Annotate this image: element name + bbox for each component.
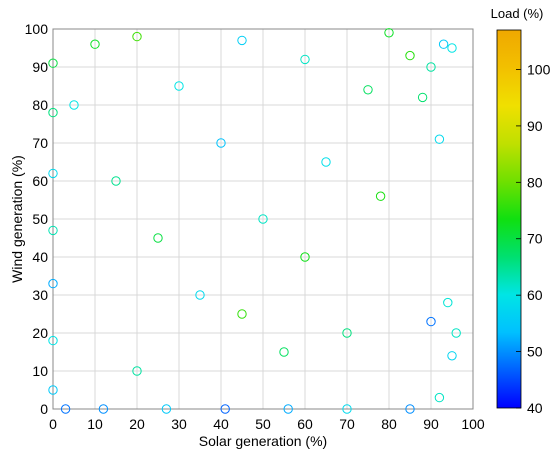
colorbar-tick-label: 90 xyxy=(527,118,543,134)
x-tick-label: 80 xyxy=(381,416,397,432)
scatter-point xyxy=(60,404,71,414)
colorbar-tick-label: 80 xyxy=(527,174,543,190)
y-tick-label: 80 xyxy=(32,97,48,113)
scatter-point xyxy=(48,168,58,179)
scatter-point xyxy=(405,404,415,414)
scatter-point xyxy=(90,39,100,49)
scatter-point xyxy=(321,157,331,167)
colorbar-title: Load (%) xyxy=(491,6,544,21)
scatter-point xyxy=(258,214,268,224)
scatter-point xyxy=(405,50,415,61)
scatter-point xyxy=(447,351,457,361)
colorbar-tick-label: 50 xyxy=(527,344,543,360)
colorbar-tick-label: 70 xyxy=(527,231,543,247)
scatter-point xyxy=(279,347,289,357)
scatter-point xyxy=(48,335,58,346)
y-tick-label: 20 xyxy=(32,325,48,341)
x-tick-label: 90 xyxy=(423,416,439,432)
scatter-point xyxy=(48,107,58,118)
y-tick-label: 90 xyxy=(32,59,48,75)
scatter-point xyxy=(451,328,461,338)
y-tick-label: 50 xyxy=(32,211,48,227)
scatter-point xyxy=(132,366,142,376)
scatter-point xyxy=(111,176,121,186)
y-tick-label: 100 xyxy=(25,21,49,37)
scatter-point xyxy=(237,309,247,319)
x-tick-label: 40 xyxy=(213,416,229,432)
colorbar-ramp xyxy=(496,29,522,409)
scatter-point xyxy=(48,385,58,395)
x-axis-title: Solar generation (%) xyxy=(199,433,327,449)
scatter-point xyxy=(426,62,436,72)
scatter-point xyxy=(443,297,453,308)
scatter-point xyxy=(237,35,247,46)
y-axis-title: Wind generation (%) xyxy=(9,155,25,283)
y-tick-label: 70 xyxy=(32,135,48,151)
scatter-point xyxy=(434,134,445,144)
y-tick-label: 30 xyxy=(32,287,48,303)
scatter-point xyxy=(426,316,436,327)
scatter-point xyxy=(216,138,226,148)
colorbar-tick-label: 40 xyxy=(527,400,543,416)
x-tick-label: 20 xyxy=(129,416,145,432)
x-tick-label: 30 xyxy=(171,416,187,432)
scatter-point xyxy=(375,191,386,201)
x-axis-ticks: 0 10 20 30 40 50 60 70 80 90 100 xyxy=(49,416,485,432)
x-tick-label: 70 xyxy=(339,416,355,432)
scatter-point xyxy=(48,225,58,236)
plot-frame xyxy=(52,28,474,410)
scatter-point xyxy=(384,28,394,38)
x-tick-label: 10 xyxy=(87,416,103,432)
scatter-point xyxy=(342,328,352,338)
grid xyxy=(53,29,473,409)
scatter-point xyxy=(417,92,428,103)
scatter-point xyxy=(48,278,58,289)
scatter-point xyxy=(195,290,205,300)
colorbar-tick-label: 100 xyxy=(527,61,550,77)
scatter-point xyxy=(161,404,172,414)
scatter-point xyxy=(363,85,373,95)
scatter-point xyxy=(220,404,230,414)
scatter-point xyxy=(447,43,457,53)
y-tick-label: 60 xyxy=(32,173,48,189)
scatter-point xyxy=(300,54,310,65)
scatter-point xyxy=(434,392,445,403)
y-axis-ticks: 0 10 20 30 40 50 60 70 80 90 100 xyxy=(25,21,49,417)
colorbar-ticks: 40 50 60 70 80 90 100 xyxy=(516,61,550,416)
scatter-point xyxy=(48,58,58,68)
scatter-point xyxy=(283,404,293,414)
scatter-point xyxy=(153,233,163,243)
colorbar-tick-label: 60 xyxy=(527,287,543,303)
y-tick-label: 10 xyxy=(32,363,48,379)
scatter-point xyxy=(69,100,79,110)
x-tick-label: 100 xyxy=(461,416,485,432)
scatter-point xyxy=(98,404,109,414)
y-tick-label: 40 xyxy=(32,249,48,265)
scatter-point xyxy=(300,252,310,262)
scatter-point xyxy=(342,404,352,414)
scatter-point xyxy=(174,81,184,91)
scatter-points xyxy=(48,28,461,414)
scatter-point xyxy=(132,31,142,42)
x-tick-label: 0 xyxy=(49,416,57,432)
y-tick-label: 0 xyxy=(40,401,48,417)
scatter-point xyxy=(438,39,449,49)
colorbar: Load (%) 40 50 60 70 80 90 100 xyxy=(491,6,550,416)
x-tick-label: 60 xyxy=(297,416,313,432)
x-tick-label: 50 xyxy=(255,416,271,432)
